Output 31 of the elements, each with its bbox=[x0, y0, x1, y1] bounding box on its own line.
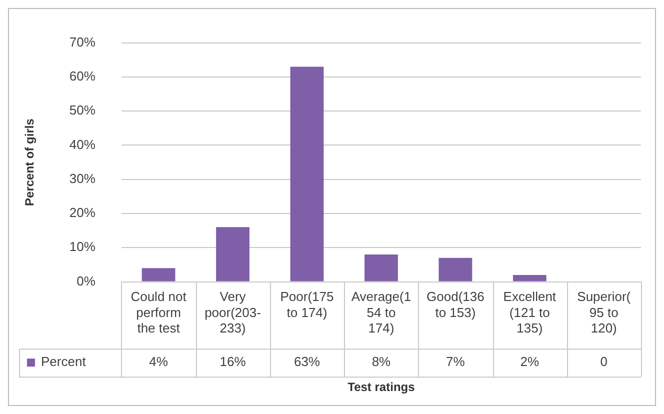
y-tick-label: 40% bbox=[69, 136, 96, 152]
x-tick-label: Superior(95 to 120) bbox=[577, 289, 632, 336]
y-tick-label: 60% bbox=[69, 68, 96, 84]
bar bbox=[438, 258, 472, 282]
x-axis-title: Test ratings bbox=[348, 380, 416, 394]
x-tick-label: Excellent(121 to 135) bbox=[503, 289, 556, 336]
bar bbox=[512, 274, 546, 282]
data-label: 16% bbox=[220, 354, 246, 370]
y-tick-label: 20% bbox=[69, 205, 96, 220]
data-label: 4% bbox=[149, 354, 168, 370]
bar bbox=[142, 268, 176, 282]
bar bbox=[216, 227, 250, 282]
legend-label: Percent bbox=[41, 354, 86, 370]
x-tick-label: Average(154 to 174) bbox=[351, 289, 412, 336]
data-label: 0 bbox=[600, 354, 608, 370]
y-tick-label: 0% bbox=[76, 273, 96, 288]
x-tick-label: Could not perform the test bbox=[130, 289, 187, 336]
y-tick-label: 50% bbox=[69, 102, 96, 118]
data-label: 63% bbox=[294, 354, 320, 370]
x-tick-label: Very poor(203-233) bbox=[204, 289, 261, 336]
y-tick-label: 30% bbox=[69, 170, 96, 186]
x-tick-label: Poor(175 to 174) bbox=[280, 289, 334, 320]
data-label: 8% bbox=[372, 354, 392, 370]
y-axis-title: Percent of girls bbox=[22, 118, 37, 206]
data-label: 7% bbox=[446, 354, 466, 370]
y-tick-label: 70% bbox=[69, 34, 96, 50]
y-tick-label: 10% bbox=[69, 239, 96, 254]
x-tick-label: Good(136 to 153) bbox=[426, 289, 484, 320]
bar bbox=[364, 254, 398, 282]
bar bbox=[290, 66, 324, 282]
data-label: 2% bbox=[520, 354, 540, 370]
